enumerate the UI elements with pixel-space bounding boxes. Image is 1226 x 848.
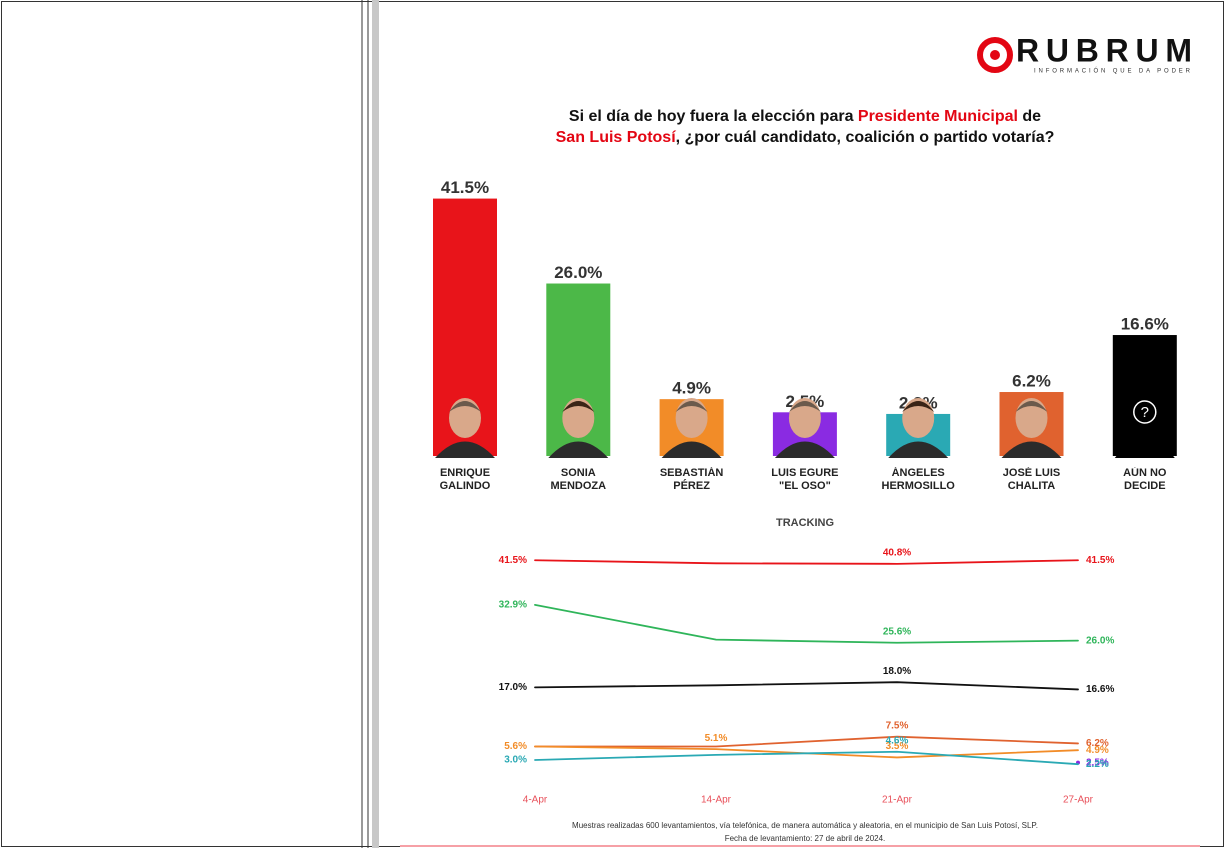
category-label: ÁNGELES HERMOSILLO — [868, 467, 968, 493]
screen: RUBRUM INFORMACIÓN QUE DA PODER Muestras… — [0, 0, 1226, 848]
value-label: 18.0% — [883, 666, 911, 677]
value-label: 41.5% — [441, 178, 489, 197]
category-label-box: AÚN NO DECIDE — [1093, 467, 1197, 497]
title-part: Si el día de hoy fuera la elección para — [569, 108, 858, 125]
bar — [1113, 335, 1177, 456]
category-label: LUIS EGURE "EL OSO" — [765, 467, 845, 493]
value-label: 5.1% — [705, 733, 728, 744]
category-label-box: SONIA MENDOZA — [526, 467, 630, 497]
value-label: 3.0% — [504, 755, 527, 766]
x-tick-label: 21-Apr — [882, 795, 913, 806]
title-part: , ¿por cuál candidato, coalición o parti… — [676, 129, 1055, 146]
page-edge — [372, 0, 379, 848]
category-label: JOSÉ LUIS CHALITA — [997, 467, 1067, 493]
value-label: 2.2% — [1086, 759, 1109, 770]
x-tick-label: 4-Apr — [523, 795, 548, 806]
value-label: 6.2% — [1012, 372, 1051, 391]
logo-dot — [990, 50, 1000, 60]
category-label: SEBASTIÁN PÉREZ — [657, 467, 727, 493]
chart-title: Si el día de hoy fuera la elección para … — [569, 108, 1041, 125]
footnote: Fecha de levantamiento: 27 de abril de 2… — [725, 834, 886, 843]
value-label: 16.6% — [1086, 684, 1114, 695]
value-label: 4.6% — [886, 735, 909, 746]
title-part: de — [1018, 108, 1041, 125]
chart-title: TRACKING — [776, 517, 834, 529]
value-label: 4.9% — [1086, 745, 1109, 756]
x-tick-label: 14-Apr — [701, 795, 732, 806]
value-label: 5.6% — [504, 741, 527, 752]
category-label-box: ÁNGELES HERMOSILLO — [866, 467, 970, 497]
title-part: San Luis Potosí — [556, 129, 677, 146]
category-label-box: LUIS EGURE "EL OSO" — [753, 467, 857, 497]
value-label: 41.5% — [1086, 555, 1114, 566]
value-label: 17.0% — [499, 682, 527, 693]
category-label: ENRIQUE GALINDO — [430, 467, 500, 493]
value-label: 25.6% — [883, 626, 911, 637]
value-label: 40.8% — [883, 547, 911, 558]
category-label-box: ENRIQUE GALINDO — [413, 467, 517, 497]
category-label-box: JOSÉ LUIS CHALITA — [980, 467, 1084, 497]
chart-title: San Luis Potosí, ¿por cuál candidato, co… — [556, 129, 1055, 146]
value-label: 26.0% — [1086, 635, 1114, 646]
footnote: Muestras realizadas 600 levantamientos, … — [572, 821, 1038, 830]
value-label: 16.6% — [1121, 315, 1169, 334]
category-label: SONIA MENDOZA — [543, 467, 613, 493]
value-label: 32.9% — [499, 599, 527, 610]
x-tick-label: 27-Apr — [1063, 795, 1094, 806]
value-label: 41.5% — [499, 555, 527, 566]
category-label: AÚN NO DECIDE — [1110, 467, 1180, 493]
question-mark: ? — [1141, 404, 1149, 421]
value-label: 7.5% — [886, 720, 909, 731]
value-label: 26.0% — [554, 263, 602, 282]
page: { "logo": {"name": "RUBRUM", "tagline": … — [0, 0, 1226, 848]
value-label: 4.9% — [672, 379, 711, 398]
category-label-box: SEBASTIÁN PÉREZ — [640, 467, 744, 497]
title-part: Presidente Municipal — [858, 108, 1018, 125]
